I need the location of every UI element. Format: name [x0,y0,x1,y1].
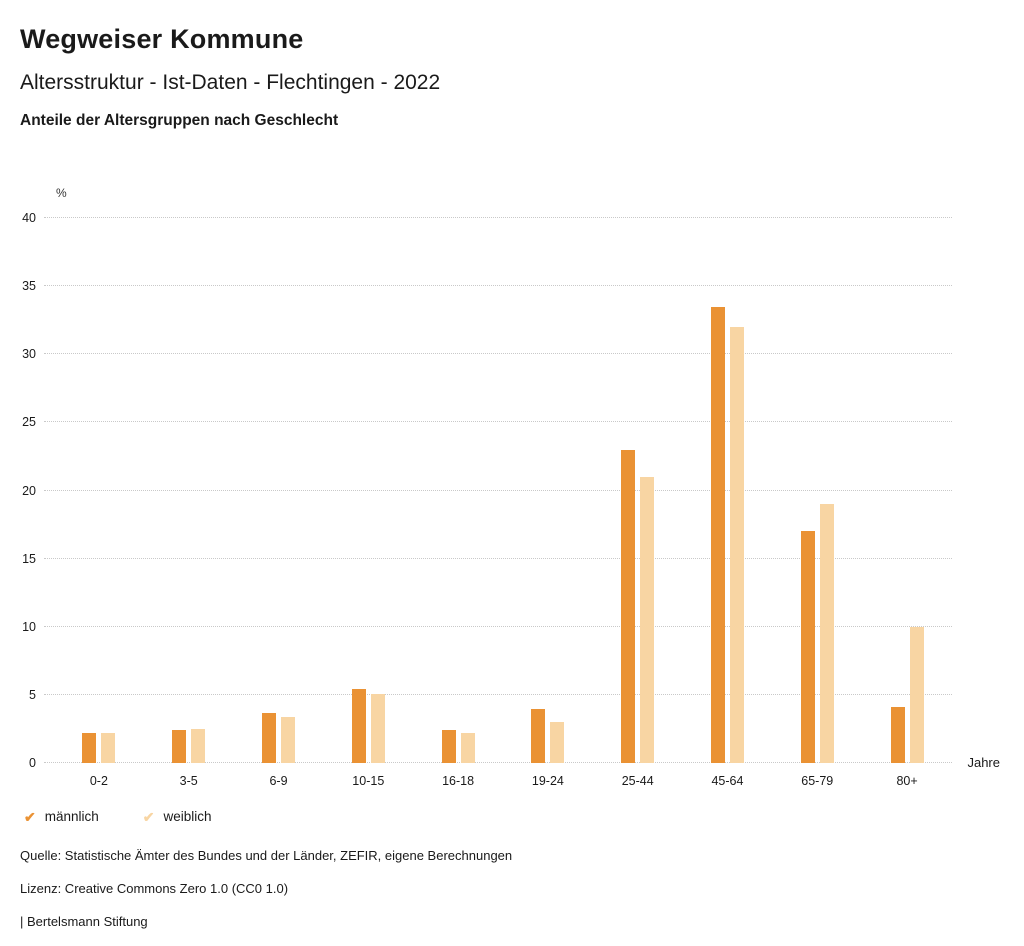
bar-group-19-24: 19-24 [503,218,593,788]
bar-weiblich-3-5[interactable] [191,728,206,763]
brand-title: Wegweiser Kommune [20,24,304,54]
legend-label: männlich [44,809,99,824]
bar-maennlich-10-15[interactable] [351,689,366,763]
x-tick-10-15: 10-15 [352,774,385,788]
legend-item-maennlich[interactable]: ✔ männlich [24,809,99,824]
gridline-25: 25 [22,415,952,429]
bar-chart: % 0 5 10 15 20 25 30 35 40 0-2 3-5 6-9 10-15 16-18 19-… [22,186,1000,788]
y-tick-30: 30 [22,347,36,362]
y-tick-40: 40 [22,211,36,225]
checkmark-icon: ✔ [24,808,36,825]
gridline-40: 40 [22,211,952,225]
bar-pair [710,306,744,763]
y-tick-25: 25 [22,415,36,430]
bar-weiblich-0-2[interactable] [101,733,116,763]
x-tick-45-64: 45-64 [711,774,744,788]
gridline-10: 10 [22,620,952,634]
bar-group-16-18: 16-18 [413,218,503,788]
legend-item-weiblich[interactable]: ✔ weiblich [143,809,212,824]
bar-group-45-64: 45-64 [683,218,773,788]
bar-weiblich-45-64[interactable] [729,327,744,763]
source-note: Quelle: Statistische Ämter des Bundes un… [20,848,513,863]
bar-pair [890,626,924,763]
bar-maennlich-3-5[interactable] [172,730,187,763]
y-axis-unit-label: % [56,186,67,200]
attribution-note: | Bertelsmann Stiftung [20,914,148,929]
bar-weiblich-25-44[interactable] [640,476,655,763]
x-tick-65-79: 65-79 [801,774,834,788]
bar-maennlich-16-18[interactable] [441,730,456,763]
gridline-35: 35 [22,279,952,293]
bar-pair [261,712,295,763]
chart-title: Anteile der Altersgruppen nach Geschlech… [20,112,339,129]
y-tick-5: 5 [29,687,36,702]
bar-weiblich-65-79[interactable] [819,504,834,763]
bar-weiblich-16-18[interactable] [460,733,475,763]
bar-maennlich-80+[interactable] [890,707,905,763]
bar-maennlich-6-9[interactable] [261,712,276,763]
gridline-30: 30 [22,347,952,361]
gridline-0: 0 [29,756,952,770]
x-tick-6-9: 6-9 [269,774,288,788]
bar-weiblich-10-15[interactable] [370,693,385,763]
x-tick-25-44: 25-44 [621,774,654,788]
x-tick-80+: 80+ [896,774,918,788]
bar-maennlich-65-79[interactable] [800,531,815,763]
plot-area: 0 5 10 15 20 25 30 35 40 0-2 3-5 6-9 10-15 16-18 19-24… [22,211,952,788]
bar-maennlich-19-24[interactable] [531,708,546,763]
bar-weiblich-19-24[interactable] [550,722,565,763]
bar-pair [800,504,834,763]
bar-weiblich-6-9[interactable] [280,716,295,763]
bar-weiblich-80+[interactable] [909,626,924,763]
legend-label: weiblich [163,809,212,824]
y-tick-20: 20 [22,483,36,498]
y-tick-10: 10 [22,619,36,634]
gridline-20: 20 [22,484,952,498]
x-tick-16-18: 16-18 [442,774,475,788]
bar-maennlich-45-64[interactable] [710,306,725,763]
y-tick-0: 0 [29,756,36,770]
page-title: Altersstruktur - Ist-Daten - Flechtingen… [20,71,441,94]
x-tick-3-5: 3-5 [179,774,198,788]
bar-group-25-44: 25-44 [593,218,683,788]
x-axis-unit-label: Jahre [967,755,1000,770]
bar-pair [172,728,206,763]
bar-group-6-9: 6-9 [234,218,324,788]
license-note: Lizenz: Creative Commons Zero 1.0 (CC0 1… [20,881,289,896]
checkmark-icon: ✔ [142,808,155,825]
bar-group-10-15: 10-15 [323,218,413,788]
bar-pair [441,730,475,763]
bar-group-80+: 80+ [862,218,952,788]
footer: Quelle: Statistische Ämter des Bundes un… [20,848,1004,929]
y-tick-15: 15 [22,551,36,566]
bar-pair [531,708,565,763]
chart-legend: ✔ männlich ✔ weiblich [24,809,1004,824]
bar-pair [82,733,116,763]
bar-pair [621,449,655,763]
bar-pair [351,689,385,763]
bar-groups: 0-2 3-5 6-9 10-15 16-18 19-24 25-44 45-64 65-79 8… [54,218,952,788]
gridline-15: 15 [22,552,952,566]
bar-group-65-79: 65-79 [772,218,862,788]
gridline-5: 5 [29,688,952,702]
bar-maennlich-0-2[interactable] [82,733,97,763]
x-tick-19-24: 19-24 [531,774,564,788]
bar-group-3-5: 3-5 [144,218,234,788]
x-tick-0-2: 0-2 [89,774,108,788]
bar-group-0-2: 0-2 [54,218,144,788]
bar-maennlich-25-44[interactable] [621,449,636,763]
y-tick-35: 35 [22,279,36,294]
